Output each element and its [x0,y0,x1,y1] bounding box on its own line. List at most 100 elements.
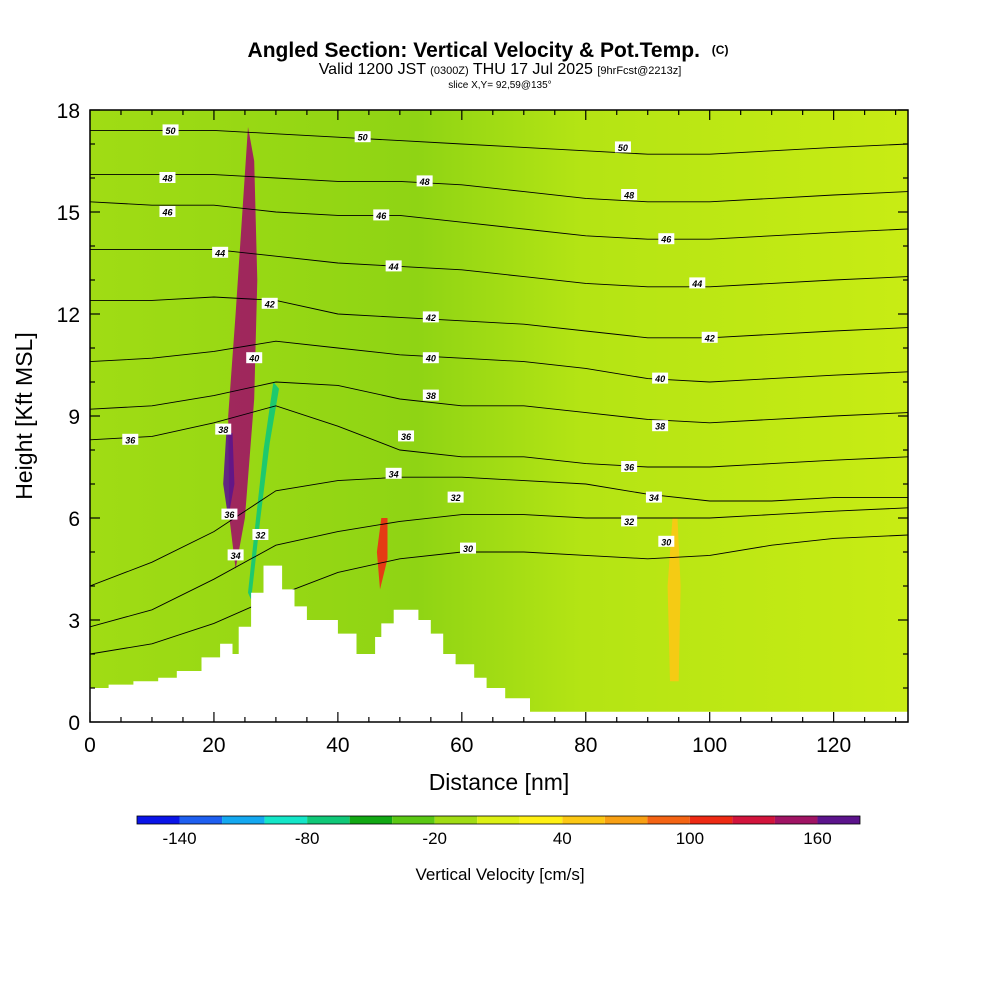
theta-label-text: 36 [401,432,412,442]
theta-label-text: 46 [375,211,387,221]
theta-line-32 [90,507,908,628]
theta-line-50 [90,129,908,155]
theta-label-text: 46 [660,235,672,245]
theta-label-24: 46 [658,233,675,245]
theta-label-bg [621,461,638,472]
colorbar-swatch [434,816,478,824]
theta-label-25: 44 [689,277,706,289]
theta-label-text: 30 [661,537,671,547]
theta-label-bg [447,491,464,503]
colorbar-swatch [774,816,818,824]
theta-label-30: 34 [645,491,662,503]
colorbar: -140 -80 -20 40 100 160 [136,815,861,848]
theta-label-bg [422,389,439,401]
x-tick-label: 20 [202,734,225,757]
theta-line-40 [90,340,908,383]
theta-label-bg [373,209,390,221]
theta-label-bg [252,529,269,540]
theta-label-0: 50 [162,124,179,136]
theta-line-30 [90,534,908,655]
theta-label-bg [658,233,675,245]
w-region-3 [376,518,388,590]
theta-label-text: 40 [248,354,259,364]
theta-label-bg [658,535,675,547]
theta-label-14: 44 [385,260,402,272]
colorbar-swatch [732,816,775,824]
vertical-velocity-field [223,127,681,682]
theta-label-bg [645,491,662,503]
theta-label-22: 50 [614,141,631,153]
x-tick-label: 100 [692,734,727,757]
theta-label-bg [221,508,238,520]
colorbar-swatch [264,816,308,824]
theta-label-bg [385,467,402,479]
theta-label-text: 48 [419,177,430,187]
theta-label-17: 38 [422,389,439,401]
theta-label-bg [701,331,718,343]
theta-label-bg [621,515,638,527]
x-tick-label: 0 [84,734,96,757]
y-tick-label: 9 [68,406,80,429]
theta-label-20: 32 [447,491,464,503]
theta-label-text: 38 [655,422,665,432]
theta-label-bg [246,352,263,364]
theta-label-29: 36 [621,461,638,473]
x-tick-label: 80 [574,734,597,757]
theta-label-bg [261,297,278,309]
theta-line-38 [90,381,908,424]
potential-temperature-labels: 50 48 46 44 42 40 38 36 36 34 32 50 48 46 44 42 40 38 36 34… [122,124,718,561]
colorbar-label: Vertical Velocity [cm/s] [415,865,584,884]
theta-label-bg [398,430,415,442]
theta-label-bg [385,260,402,272]
theta-label-4: 42 [261,297,278,309]
theta-line-48 [90,174,908,203]
theta-label-text: 44 [214,248,225,258]
w-region-2 [248,382,279,600]
theta-label-text: 32 [451,493,461,503]
valid-jst: Valid 1200 JST [319,61,427,78]
theta-label-13: 46 [373,209,390,221]
theta-label-31: 32 [621,515,638,527]
colorbar-swatch [137,816,180,824]
theta-label-bg [162,124,179,136]
x-tick-label: 40 [326,734,349,757]
theta-label-text: 38 [218,425,228,435]
theta-label-text: 30 [463,544,473,554]
theta-label-19: 34 [385,467,402,479]
theta-label-bg [159,206,176,217]
y-tick-label: 18 [57,100,80,123]
w-region-1 [223,433,235,518]
theta-label-text: 50 [618,143,628,153]
theta-label-text: 48 [623,191,634,201]
theta-label-text: 44 [691,279,702,289]
theta-label-23: 48 [621,189,638,201]
theta-label-bg [689,277,706,289]
theta-label-bg [122,433,139,445]
theta-label-text: 32 [255,531,265,541]
theta-label-text: 34 [389,469,399,479]
colorbar-swatch [179,816,223,824]
theta-label-8: 36 [221,508,238,520]
x-axis-label: Distance [nm] [429,769,570,795]
y-axis-label: Height [Kft MSL] [11,332,37,499]
colorbar-swatch [647,816,690,824]
colorbar-tick-label: -80 [295,829,320,848]
colorbar-swatch [562,816,605,824]
colorbar-swatch [604,816,648,824]
chart-title-main: Angled Section: Vertical Velocity & Pot.… [248,39,700,62]
theta-label-26: 42 [701,331,718,343]
theta-label-10: 32 [252,529,269,541]
colorbar-tick-label: 160 [803,829,831,848]
theta-label-text: 42 [704,333,715,343]
colorbar-swatch [222,816,265,824]
chart-slice-info: slice X,Y= 92,59@135° [448,80,551,91]
theta-label-text: 50 [166,126,176,136]
theta-label-16: 40 [422,352,439,364]
chart-title-unit: (C) [712,43,729,57]
theta-label-text: 34 [231,551,241,561]
colorbar-swatch [477,816,520,824]
theta-label-text: 36 [624,463,635,473]
theta-line-42 [90,296,908,339]
